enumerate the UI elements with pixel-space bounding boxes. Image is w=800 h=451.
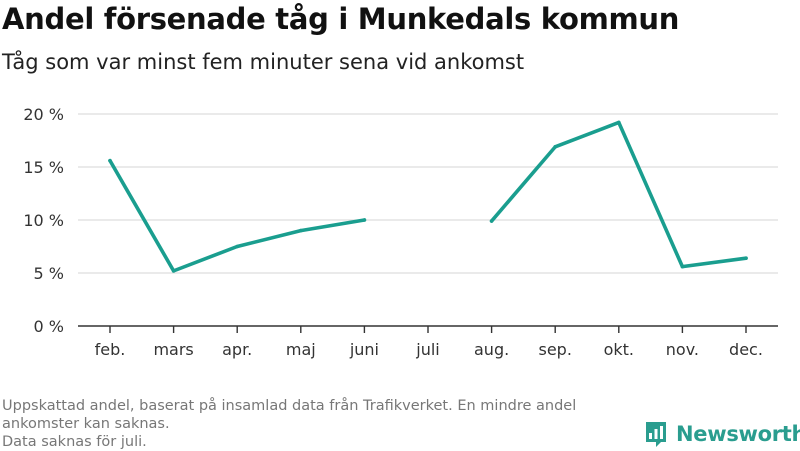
series-lines <box>108 120 748 273</box>
bar-chart-logo-icon <box>646 422 666 447</box>
x-tick-label: feb. <box>95 340 126 359</box>
chart-title: Andel försenade tåg i Munkedals kommun <box>2 2 680 36</box>
x-tick-label: apr. <box>222 340 252 359</box>
data-point <box>617 120 621 125</box>
brand-logo[interactable]: Newsworthy <box>644 420 800 448</box>
y-tick-label: 10 % <box>23 211 64 230</box>
y-tick-label: 5 % <box>34 264 64 283</box>
data-point <box>235 244 239 249</box>
y-tick-label: 15 % <box>23 158 64 177</box>
x-axis: feb. mars apr. maj juni juli aug. sep. okt. nov. d… <box>78 325 778 359</box>
x-tick-label: maj <box>286 340 316 359</box>
data-point <box>362 218 367 222</box>
data-point <box>171 269 176 273</box>
y-tick-label: 20 % <box>23 105 64 124</box>
x-tick-label: mars <box>153 340 193 359</box>
data-point <box>553 145 557 149</box>
footnote-missing-data: Data saknas för juli. <box>2 434 147 450</box>
data-point <box>108 158 112 163</box>
data-point <box>744 256 748 260</box>
line-chart: 0 % 5 % 10 % 15 % 20 % feb. mars apr. maj juni ju… <box>23 105 778 359</box>
x-tick-label: okt. <box>604 340 634 359</box>
data-point <box>680 264 685 269</box>
series-line-segment <box>108 158 367 273</box>
data-point <box>489 219 494 223</box>
y-tick-label: 0 % <box>34 317 64 336</box>
x-tick-label: nov. <box>666 340 699 359</box>
chart-subtitle: Tåg som var minst fem minuter sena vid a… <box>2 50 525 74</box>
x-tick-label: aug. <box>474 340 509 359</box>
brand-name: Newsworthy <box>676 422 800 446</box>
series-line-segment <box>489 120 748 269</box>
footnote: Uppskattad andel, baserat på insamlad da… <box>2 397 642 451</box>
y-axis-tick-labels: 0 % 5 % 10 % 15 % 20 % <box>23 105 64 336</box>
x-tick-label: dec. <box>729 340 763 359</box>
x-tick-label: sep. <box>538 340 571 359</box>
footnote-source: Uppskattad andel, baserat på insamlad da… <box>2 398 577 432</box>
x-tick-label: juli <box>415 340 439 359</box>
x-tick-label: juni <box>349 340 379 359</box>
data-point <box>299 228 303 233</box>
